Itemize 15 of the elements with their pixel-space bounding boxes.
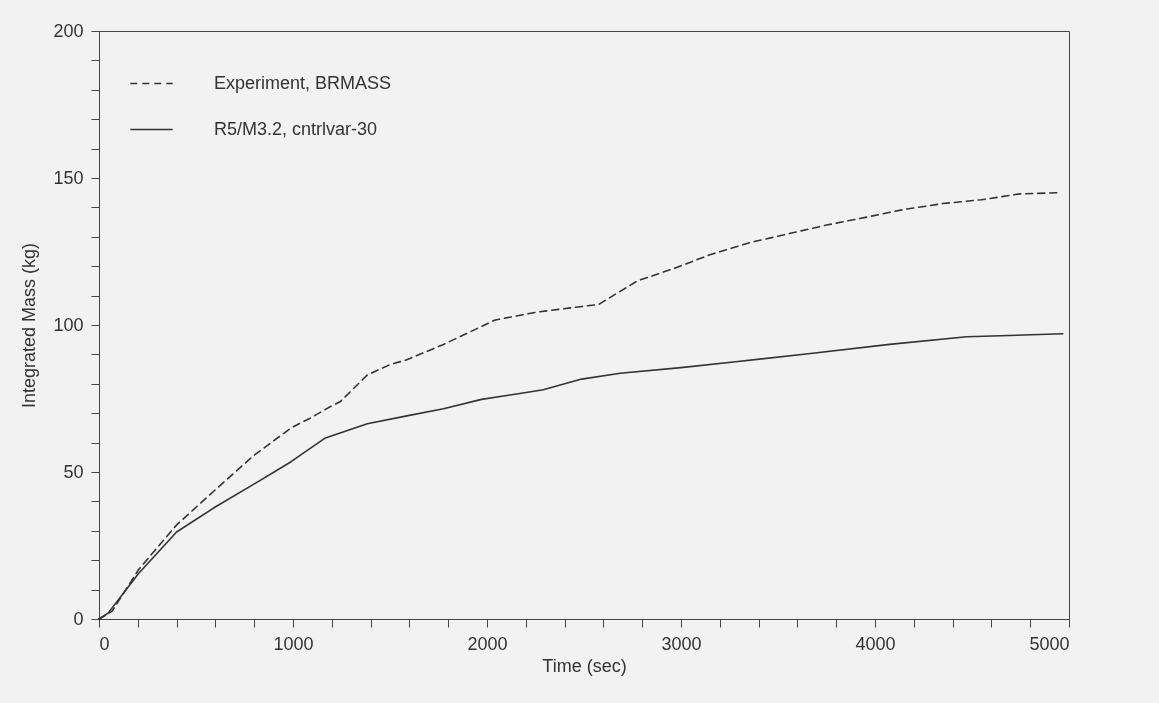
- legend-label: R5/M3.2, cntrlvar-30: [214, 118, 378, 139]
- y-tick-label: 50: [63, 461, 84, 482]
- y-tick-label: 150: [53, 167, 84, 188]
- y-tick-label: 0: [73, 608, 84, 629]
- x-tick-label: 5000: [1029, 633, 1070, 654]
- y-tick-label: 200: [53, 20, 84, 41]
- x-tick-label: 2000: [467, 633, 508, 654]
- legend-label: Experiment, BRMASS: [214, 72, 392, 93]
- x-axis-title: Time (sec): [542, 655, 627, 676]
- x-tick-label: 4000: [855, 633, 896, 654]
- x-tick-label: 3000: [661, 633, 702, 654]
- x-tick-label: 1000: [273, 633, 314, 654]
- x-tick-label: 0: [99, 633, 110, 654]
- y-axis-title: Integrated Mass (kg): [19, 242, 40, 409]
- y-tick-label: 100: [53, 314, 84, 335]
